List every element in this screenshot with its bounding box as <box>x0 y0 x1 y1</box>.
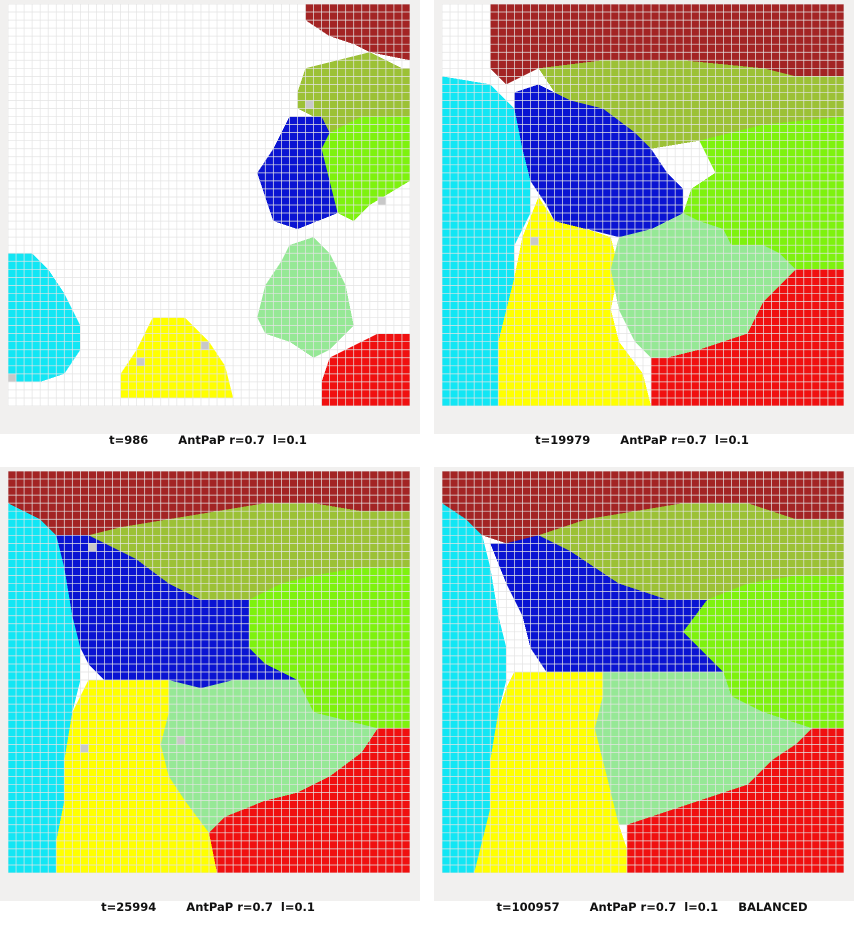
status-label: BALANCED <box>738 900 808 914</box>
caption: t=986 AntPaP r=0.7 l=0.1 <box>0 410 420 447</box>
caption: t=25994 AntPaP r=0.7 l=0.1 <box>0 877 420 914</box>
panel-4: t=100957 AntPaP r=0.7 l=0.1 BALANCED <box>434 467 854 914</box>
region-gray <box>176 736 185 745</box>
time-label: t=19979 <box>535 433 591 447</box>
region-gray <box>80 744 89 753</box>
caption: t=100957 AntPaP r=0.7 l=0.1 BALANCED <box>434 877 854 914</box>
time-label: t=25994 <box>101 900 157 914</box>
region-gray <box>530 237 539 246</box>
panel-3: t=25994 AntPaP r=0.7 l=0.1 <box>0 467 420 914</box>
region-gray <box>136 357 145 366</box>
params-label: r=0.7 l=0.1 <box>671 433 749 447</box>
params-label: r=0.7 l=0.1 <box>640 900 719 914</box>
grid-lines <box>8 471 410 873</box>
panel-2: t=19979 AntPaP r=0.7 l=0.1 <box>434 0 854 447</box>
region-mint <box>594 672 812 825</box>
region-mint <box>160 680 378 833</box>
region-brown <box>305 4 410 61</box>
grid-map <box>442 4 844 406</box>
region-yellow <box>474 672 627 873</box>
algo-label: AntPaP <box>186 900 234 914</box>
region-cyan <box>442 76 531 406</box>
params-label: r=0.7 l=0.1 <box>237 900 315 914</box>
grid-lines <box>442 471 844 873</box>
algo-label: AntPaP <box>620 433 668 447</box>
region-gray <box>305 100 314 109</box>
params-label: r=0.7 l=0.1 <box>229 433 307 447</box>
panel-1: t=986 AntPaP r=0.7 l=0.1 <box>0 0 420 447</box>
grid-lines <box>8 4 410 406</box>
grid-map <box>442 471 844 873</box>
region-gray <box>200 341 209 350</box>
region-red <box>321 333 410 406</box>
region-gray <box>8 373 17 382</box>
region-blue <box>490 535 724 672</box>
grid-map <box>8 4 410 406</box>
time-label: t=100957 <box>496 900 560 914</box>
region-blue <box>514 84 684 238</box>
region-gray <box>88 543 97 552</box>
grid-map <box>8 471 410 873</box>
region-gray <box>377 196 386 205</box>
grid-lines <box>442 4 844 406</box>
algo-label: AntPaP <box>178 433 226 447</box>
algo-label: AntPaP <box>589 900 637 914</box>
time-label: t=986 <box>109 433 149 447</box>
region-lime <box>321 116 410 222</box>
caption: t=19979 AntPaP r=0.7 l=0.1 <box>434 410 854 447</box>
